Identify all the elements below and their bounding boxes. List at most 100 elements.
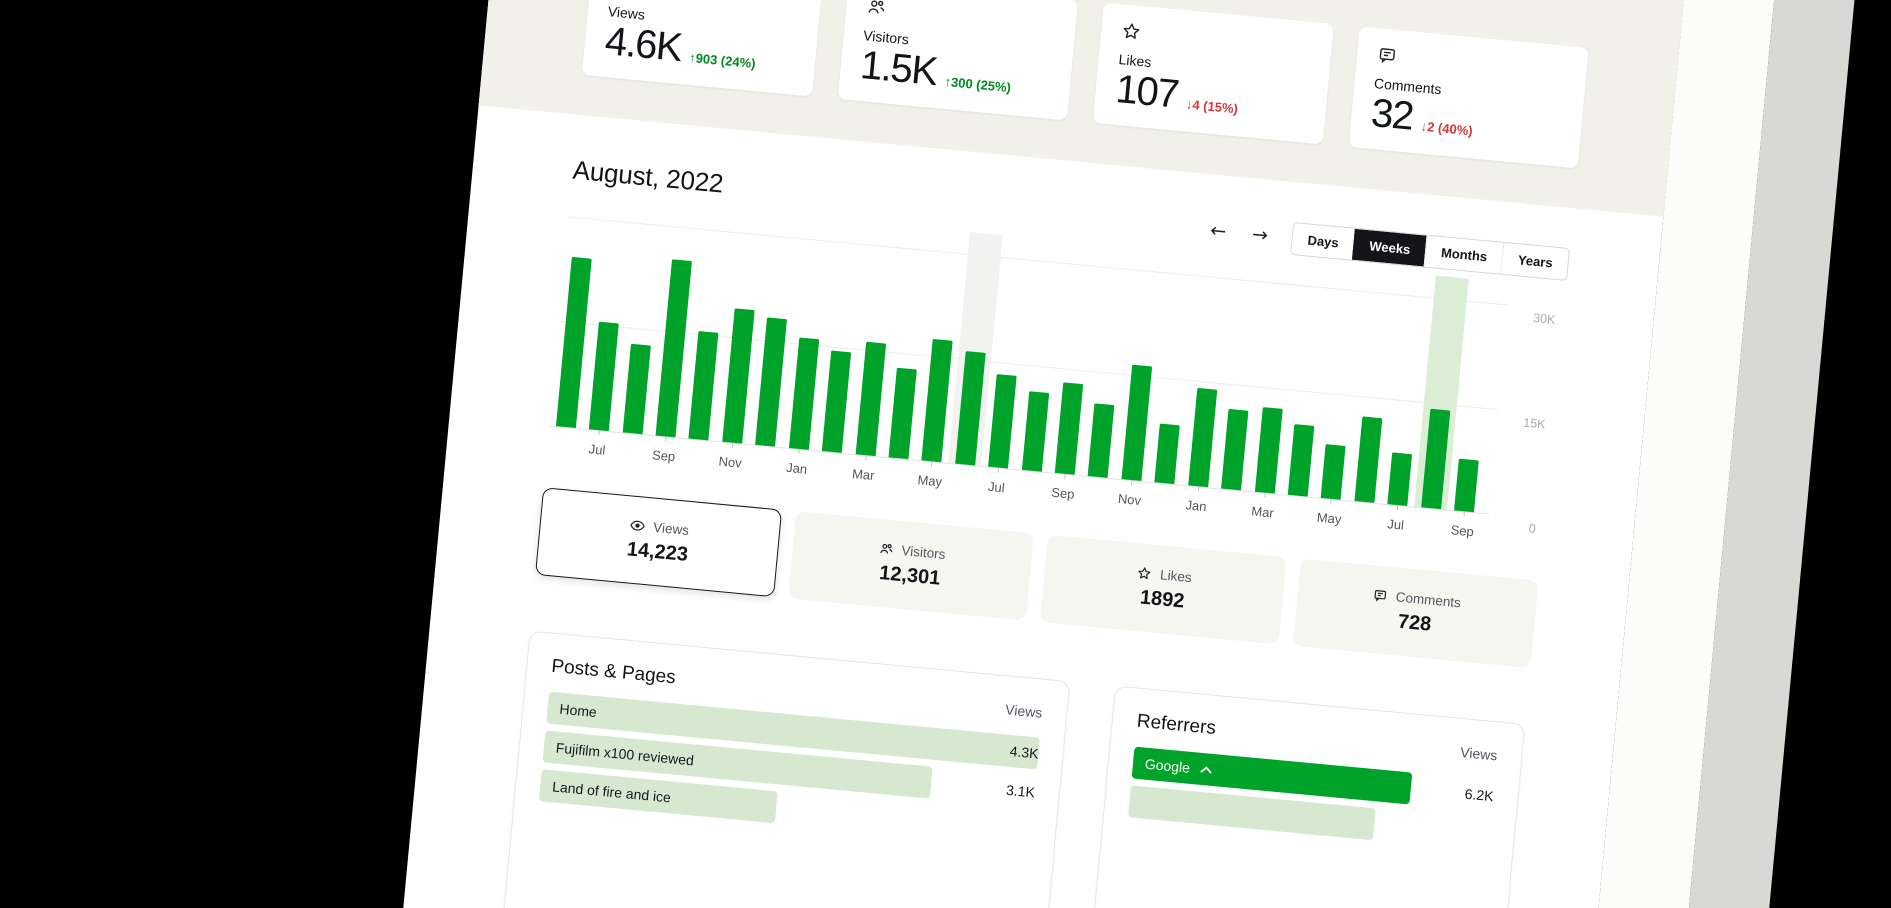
x-axis-label: Sep	[1450, 522, 1475, 540]
people-icon	[865, 0, 1057, 34]
row-label: Land of fire and ice	[551, 778, 672, 806]
comment-icon	[1376, 44, 1568, 82]
x-axis-label: Nov	[1117, 490, 1142, 509]
dashboard-sheet: 7-day highlights Compared to previous pe…	[385, 0, 1696, 908]
x-axis-label: May	[916, 472, 943, 490]
x-axis-slot: May	[1311, 498, 1347, 534]
x-axis-tick	[1263, 492, 1266, 498]
chart-bar[interactable]	[1121, 364, 1153, 482]
x-axis-label: Jan	[785, 459, 808, 477]
chart-bar[interactable]	[755, 317, 788, 447]
x-axis-label: Sep	[651, 447, 676, 465]
traffic-section: August, 2022 ← → Days Weeks Months Years 30…	[398, 105, 1664, 908]
x-axis-slot: Jan	[779, 448, 815, 484]
card-value: 107	[1113, 67, 1180, 117]
posts-pages-title: Posts & Pages	[550, 655, 677, 689]
tab-label: Visitors	[900, 542, 947, 563]
chart-bar[interactable]	[1154, 423, 1181, 485]
referrers-rows: Google 6.2K	[1127, 746, 1495, 852]
chart-bar[interactable]	[1454, 458, 1479, 513]
range-tab-months[interactable]: Months	[1423, 235, 1504, 274]
highlights-section: 7-day highlights Compared to previous pe…	[478, 0, 1696, 217]
tab-label: Comments	[1395, 589, 1462, 611]
x-axis-slot	[1078, 479, 1114, 512]
chart-bar[interactable]	[888, 368, 917, 460]
x-axis-label: May	[1316, 509, 1343, 527]
chart-bar[interactable]	[688, 330, 719, 441]
chart-bar[interactable]	[1187, 387, 1217, 488]
x-axis-label: Nov	[717, 453, 743, 471]
chart-bar[interactable]	[921, 339, 954, 463]
range-tab-years[interactable]: Years	[1500, 242, 1569, 280]
card-delta: ↓4 (15%)	[1185, 96, 1239, 117]
card-delta: ↓2 (40%)	[1420, 118, 1474, 139]
card-value: 4.6K	[603, 19, 684, 71]
people-icon	[878, 541, 894, 557]
chart-bar[interactable]	[1054, 382, 1084, 475]
range-tab-days[interactable]: Days	[1291, 223, 1355, 260]
x-axis-slot: Jan	[1178, 486, 1214, 522]
tab-comments[interactable]: Comments 728	[1292, 558, 1539, 669]
x-axis-label: Mar	[851, 466, 876, 484]
y-axis-label: 15K	[1522, 415, 1547, 432]
visitors-highlight-card[interactable]: Visitors 1.5K ↑300 (25%)	[837, 0, 1079, 121]
tab-likes[interactable]: Likes 1892	[1039, 534, 1287, 645]
likes-highlight-card[interactable]: Likes 107 ↓4 (15%)	[1092, 2, 1334, 145]
comment-icon	[1372, 587, 1388, 603]
chart-bar[interactable]	[1254, 406, 1283, 494]
row-label: Home	[558, 700, 598, 721]
previous-period-button[interactable]: ←	[1207, 219, 1229, 244]
chart-bar[interactable]	[1088, 402, 1115, 478]
tab-value: 1892	[1138, 586, 1186, 613]
detail-cards: Posts & Pages Views Home 4.3K Fujifilm x10…	[497, 630, 1526, 908]
x-axis-slot	[1211, 492, 1247, 525]
x-axis-slot	[546, 429, 582, 462]
views-highlight-card[interactable]: Views 4.6K ↑903 (24%)	[581, 0, 823, 97]
card-delta: ↑903 (24%)	[688, 49, 757, 72]
highlight-cards: Views 4.6K ↑903 (24%) Visitors 1.5K ↑300…	[581, 0, 1589, 169]
x-axis-slot: Jul	[579, 430, 615, 466]
views-bar: Google	[1131, 746, 1413, 805]
tab-value: 14,223	[625, 538, 689, 566]
chart-bar[interactable]	[1287, 423, 1315, 497]
list-item[interactable]: Google 6.2K	[1131, 746, 1495, 813]
x-axis-slot: Sep	[1045, 473, 1081, 509]
row-value: 3.1K	[1005, 781, 1036, 801]
chart-bar[interactable]	[821, 350, 852, 453]
chart-bar[interactable]	[988, 373, 1017, 469]
row-value: 4.3K	[1009, 742, 1040, 762]
x-axis-slot: Mar	[1245, 492, 1281, 528]
x-axis-label: Jul	[987, 478, 1006, 496]
tab-views[interactable]: Views 14,223	[534, 487, 782, 598]
chart-bar[interactable]	[1221, 408, 1249, 491]
x-axis-label: Mar	[1250, 503, 1275, 521]
x-axis-label: Jul	[1386, 516, 1405, 533]
chart-bar[interactable]	[1354, 416, 1383, 503]
row-label: Google	[1144, 755, 1191, 776]
x-axis-slot: May	[912, 461, 948, 497]
tab-value: 12,301	[878, 562, 942, 590]
x-axis-label: Jan	[1184, 497, 1208, 515]
x-axis-tick	[1463, 511, 1466, 517]
metric-tabs: Views 14,223 Visitors 12,301 Likes 1892 …	[534, 487, 1539, 669]
tab-visitors[interactable]: Visitors 12,301	[787, 510, 1035, 621]
x-axis-slot	[1278, 498, 1314, 531]
chart-bar[interactable]	[1387, 451, 1413, 507]
chart-bar[interactable]	[1021, 391, 1049, 472]
chart-bar[interactable]	[788, 337, 819, 450]
chart-bar[interactable]	[1321, 444, 1346, 500]
x-axis-tick	[997, 467, 1000, 473]
y-axis-label: 0	[1528, 521, 1537, 537]
comments-highlight-card[interactable]: Comments 32 ↓2 (40%)	[1348, 26, 1589, 169]
card-value: 32	[1369, 91, 1415, 139]
chart-bar[interactable]	[588, 321, 619, 432]
range-tab-weeks[interactable]: Weeks	[1352, 228, 1427, 267]
x-axis-slot	[1411, 511, 1447, 544]
period-title: August, 2022	[571, 154, 725, 199]
x-axis-label: Jul	[588, 441, 607, 458]
chart-bar[interactable]	[855, 341, 886, 457]
card-value: 1.5K	[858, 43, 939, 95]
referrers-card: Referrers Views Google 6.2K	[1082, 685, 1526, 908]
next-period-button[interactable]: →	[1249, 223, 1271, 248]
chart-bar[interactable]	[622, 343, 651, 435]
